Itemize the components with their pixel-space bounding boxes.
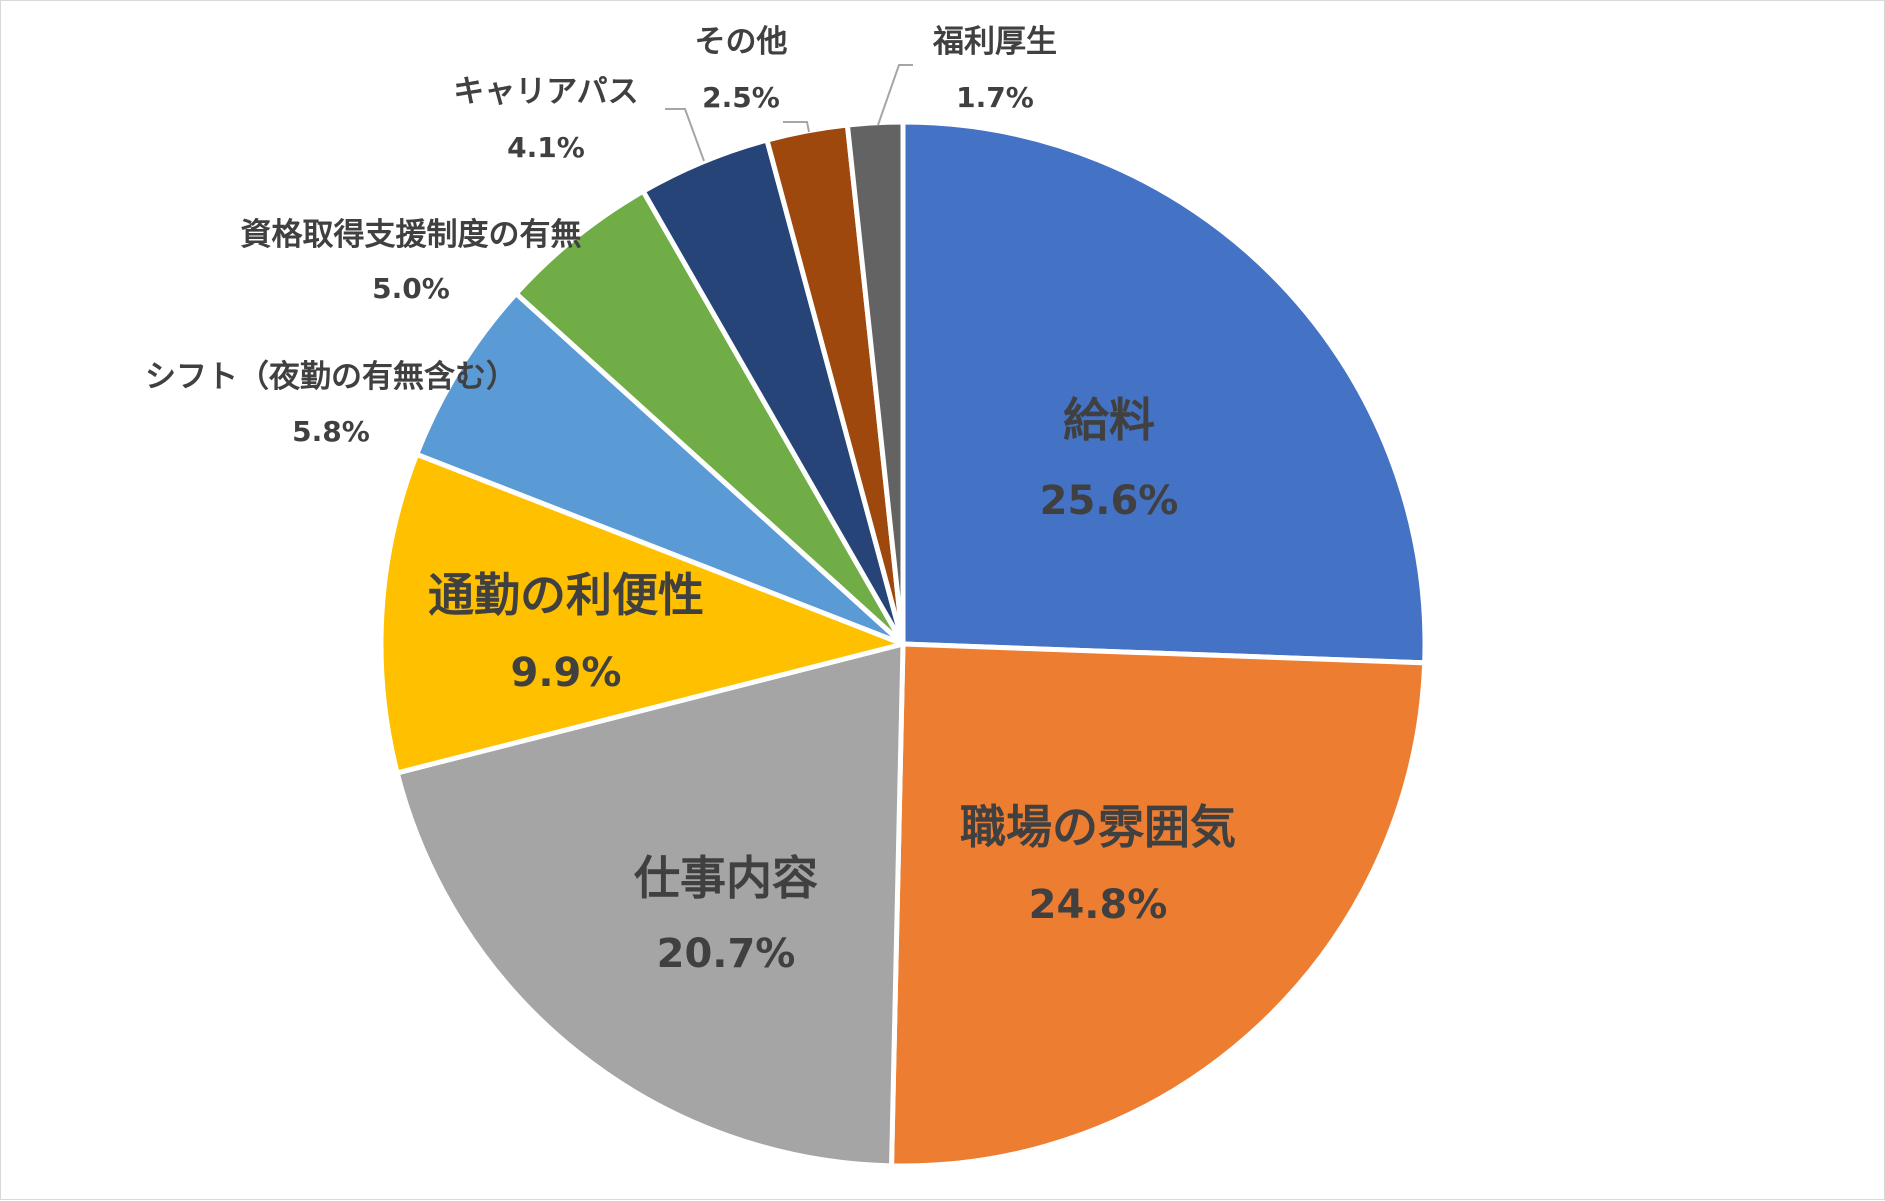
leader-line xyxy=(783,121,810,133)
slice-label-percent: 4.1% xyxy=(507,131,585,164)
slice-label-name: キャリアパス xyxy=(453,74,638,110)
slice-label-percent: 5.8% xyxy=(292,415,370,448)
pie-slice xyxy=(512,187,906,646)
slice-label-name: シフト（夜勤の有無含む） xyxy=(145,359,517,395)
slice-label-name: 福利厚生 xyxy=(932,24,1057,60)
slice-label-percent: 2.5% xyxy=(702,81,780,114)
pie-slice xyxy=(888,641,1428,1169)
slice-label-name: その他 xyxy=(695,24,788,60)
pie-slice xyxy=(378,451,912,776)
slice-label-name: 資格取得支援制度の有無 xyxy=(241,217,582,253)
pie-slice xyxy=(900,119,1428,666)
slice-label-name: 職場の雰囲気 xyxy=(960,800,1236,854)
pie-slice xyxy=(413,290,905,647)
slice-label-percent: 25.6% xyxy=(1040,478,1179,524)
slice-label-name: 通勤の利便性 xyxy=(428,568,704,622)
slice-label-percent: 1.7% xyxy=(956,81,1034,114)
slice-label-percent: 20.7% xyxy=(657,931,796,977)
leader-line xyxy=(665,108,705,162)
slice-label-name: 仕事内容 xyxy=(634,851,818,905)
slice-label-percent: 5.0% xyxy=(372,272,450,305)
slice-label-percent: 24.8% xyxy=(1029,882,1168,928)
pie-slice xyxy=(844,119,906,645)
leader-line xyxy=(877,64,913,126)
data-labels: 給料 25.6% 職場の雰囲気 24.8% 仕事内容 20.7% 通勤の利便性 9.9% シフト… xyxy=(145,24,1236,977)
slices-layer xyxy=(378,119,1428,1169)
slice-label-name: 給料 xyxy=(1063,393,1155,447)
slice-label-percent: 9.9% xyxy=(511,650,622,696)
pie-slice xyxy=(394,640,906,1169)
leader-lines xyxy=(665,64,913,162)
